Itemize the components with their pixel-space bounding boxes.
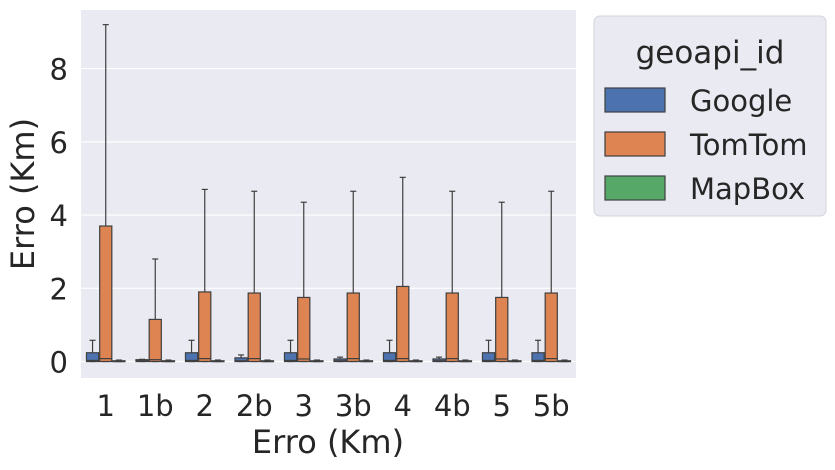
x-tick-label: 2b <box>236 389 273 423</box>
legend-swatch-tomtom <box>604 131 666 157</box>
box-iqr <box>283 352 298 363</box>
box-tomtom-1b <box>148 258 162 363</box>
box-mapbox-4 <box>409 359 423 363</box>
box-iqr <box>396 285 410 363</box>
box-tomtom-5 <box>495 201 509 363</box>
box-google-3b <box>333 356 347 363</box>
legend-swatch-mapbox <box>604 175 666 201</box>
box-tomtom-1 <box>99 24 113 363</box>
x-tick-label: 4b <box>434 389 471 423</box>
legend-frame <box>593 15 827 217</box>
box-tomtom-5b <box>544 190 558 363</box>
box-iqr <box>297 296 311 363</box>
box-mapbox-2b <box>260 359 275 363</box>
y-tick-label: 0 <box>50 346 68 380</box>
box-iqr <box>531 352 545 363</box>
box-google-2 <box>184 339 199 363</box>
x-axis-label: Erro (Km) <box>252 423 404 461</box>
x-tick-label: 5 <box>493 389 511 423</box>
box-google-2b <box>234 354 248 363</box>
x-tick-label: 1b <box>137 389 174 423</box>
x-tick-label: 3b <box>335 389 372 423</box>
x-tick-label: 2 <box>196 389 214 423</box>
box-iqr <box>382 352 397 363</box>
legend-label-tomtom: TomTom <box>689 128 808 162</box>
box-marks <box>85 24 572 363</box>
x-tick-label: 3 <box>295 389 313 423</box>
box-mapbox-1 <box>112 359 126 363</box>
box-iqr <box>346 292 360 363</box>
box-mapbox-4b <box>458 359 473 363</box>
y-tick-labels: 0 2 4 6 8 <box>50 53 68 380</box>
x-tick-labels: 1 1b 2 2b 3 3b 4 4b 5 5b <box>97 389 570 423</box>
y-tick-label: 8 <box>50 53 68 87</box>
legend-title: geoapi_id <box>636 35 785 71</box>
box-iqr <box>247 292 261 363</box>
box-mapbox-1b <box>161 359 176 363</box>
box-iqr <box>544 292 558 363</box>
box-tomtom-3 <box>297 201 311 363</box>
box-google-1 <box>85 339 100 363</box>
box-mapbox-5 <box>508 359 522 363</box>
box-google-5b <box>531 339 545 363</box>
x-tick-label: 4 <box>394 389 412 423</box>
box-mapbox-3 <box>310 359 324 363</box>
y-axis-label: Erro (Km) <box>4 118 42 270</box>
box-google-1b <box>135 358 149 363</box>
box-mapbox-5b <box>557 359 572 363</box>
legend-swatch-google <box>604 87 666 113</box>
box-iqr <box>148 318 162 363</box>
box-iqr <box>85 352 100 363</box>
y-tick-label: 2 <box>50 272 68 306</box>
x-tick-label: 5b <box>533 389 570 423</box>
legend-items: Google TomTom MapBox <box>604 84 808 206</box>
box-tomtom-2 <box>198 188 212 363</box>
box-iqr <box>234 357 248 363</box>
box-tomtom-2b <box>247 190 261 363</box>
box-iqr <box>445 292 459 363</box>
plot-background <box>81 10 576 378</box>
legend-label-google: Google <box>690 84 792 118</box>
box-tomtom-4 <box>396 176 410 363</box>
y-tick-label: 4 <box>50 199 68 233</box>
box-google-5 <box>481 339 496 363</box>
box-google-4 <box>382 339 397 363</box>
box-iqr <box>495 296 509 363</box>
box-google-3 <box>283 339 298 363</box>
box-iqr <box>99 225 113 363</box>
box-iqr <box>184 352 199 363</box>
box-mapbox-3b <box>359 359 374 363</box>
legend-label-mapbox: MapBox <box>690 172 805 206</box>
box-tomtom-4b <box>445 190 459 363</box>
box-mapbox-2 <box>211 359 225 363</box>
box-iqr <box>198 291 212 363</box>
box-google-4b <box>432 356 446 363</box>
legend: geoapi_id Google TomTom MapBox <box>593 15 827 217</box>
box-iqr <box>481 352 496 363</box>
box-tomtom-3b <box>346 190 360 363</box>
x-tick-label: 1 <box>97 389 115 423</box>
y-tick-label: 6 <box>50 126 68 160</box>
